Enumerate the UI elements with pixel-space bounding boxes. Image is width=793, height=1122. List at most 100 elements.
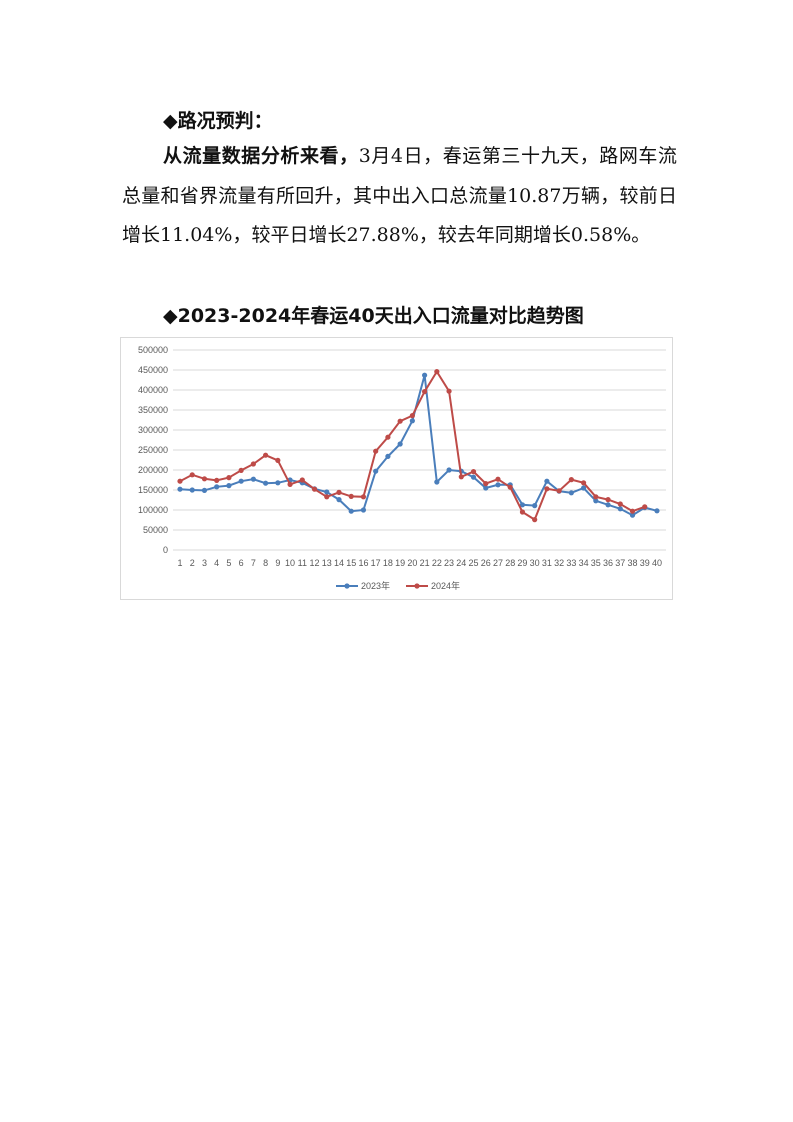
data-point: [568, 477, 574, 483]
series-line-2023年: [179, 374, 658, 517]
data-point: [593, 494, 599, 500]
data-point: [336, 497, 342, 503]
y-tick-label: 250000: [138, 445, 168, 455]
data-point: [397, 418, 403, 424]
x-tick-label: 8: [263, 558, 268, 568]
x-tick-label: 4: [214, 558, 219, 568]
data-point: [507, 484, 513, 490]
x-tick-label: 2: [190, 558, 195, 568]
paragraph: 从流量数据分析来看，3月4日，春运第三十九天，路网车流总量和省界流量有所回升，其…: [122, 137, 677, 256]
x-tick-label: 15: [346, 558, 356, 568]
data-point: [214, 477, 220, 483]
data-point: [654, 508, 660, 514]
x-tick-label: 9: [275, 558, 280, 568]
data-point: [495, 476, 501, 482]
data-point: [422, 372, 428, 378]
legend-marker: [344, 583, 350, 589]
data-point: [177, 478, 183, 484]
x-tick-label: 37: [615, 558, 625, 568]
data-point: [324, 489, 330, 495]
x-tick-label: 16: [358, 558, 368, 568]
data-point: [532, 517, 538, 523]
data-point: [422, 389, 428, 395]
paragraph-lead: 从流量数据分析来看，: [163, 145, 359, 167]
data-point: [544, 486, 550, 492]
data-point: [263, 480, 269, 486]
data-point: [544, 478, 550, 484]
x-tick-label: 23: [444, 558, 454, 568]
x-tick-label: 30: [530, 558, 540, 568]
data-point: [642, 504, 648, 510]
data-point: [580, 485, 587, 491]
data-point: [458, 474, 464, 480]
data-point: [348, 493, 354, 499]
chart-svg: 0500001000001500002000002500003000003500…: [138, 345, 666, 591]
x-tick-label: 38: [628, 558, 638, 568]
series-line-2024年: [179, 369, 646, 522]
data-point: [556, 488, 562, 494]
x-tick-label: 14: [334, 558, 344, 568]
data-point: [434, 369, 440, 375]
x-tick-label: 20: [407, 558, 417, 568]
legend-label: 2024年: [431, 580, 460, 591]
y-tick-label: 50000: [143, 525, 168, 535]
data-point: [568, 490, 574, 496]
y-tick-label: 400000: [138, 385, 168, 395]
x-tick-label: 1: [177, 558, 182, 568]
x-tick-label: 31: [542, 558, 552, 568]
x-tick-label: 11: [298, 558, 307, 568]
data-point: [617, 506, 623, 512]
data-point: [519, 502, 526, 508]
data-point: [250, 476, 256, 482]
x-tick-label: 22: [432, 558, 442, 568]
data-point: [532, 503, 538, 509]
data-point: [214, 484, 220, 490]
data-point: [495, 482, 501, 488]
x-tick-label: 26: [481, 558, 491, 568]
data-point: [434, 479, 440, 485]
section-title: ◆路况预判：: [163, 110, 273, 132]
y-tick-label: 500000: [138, 345, 168, 355]
data-point: [360, 507, 367, 513]
data-point: [593, 498, 599, 504]
data-point: [324, 494, 330, 500]
data-point: [189, 487, 195, 493]
data-point: [336, 489, 342, 495]
x-tick-label: 21: [420, 558, 430, 568]
x-tick-label: 12: [310, 558, 320, 568]
x-tick-label: 24: [456, 558, 466, 568]
data-point: [483, 485, 489, 491]
data-point: [201, 476, 208, 482]
data-point: [275, 480, 281, 486]
legend-label: 2023年: [361, 580, 390, 591]
x-tick-label: 17: [371, 558, 381, 568]
data-point: [348, 508, 354, 514]
data-point: [201, 487, 208, 493]
data-point: [470, 474, 477, 480]
x-tick-label: 40: [652, 558, 662, 568]
x-tick-label: 33: [566, 558, 576, 568]
x-tick-label: 18: [383, 558, 393, 568]
data-point: [226, 483, 232, 489]
data-point: [287, 481, 293, 487]
data-point: [226, 475, 232, 481]
data-point: [483, 481, 489, 487]
x-tick-label: 10: [285, 558, 295, 568]
data-point: [605, 497, 611, 503]
x-tick-label: 39: [640, 558, 650, 568]
x-tick-label: 19: [395, 558, 405, 568]
data-point: [617, 501, 623, 507]
data-point: [373, 468, 379, 474]
line-chart: 0 50000 100000 150000 200000 250000 300000 3500…: [120, 337, 673, 600]
data-point: [629, 508, 636, 514]
data-point: [470, 469, 477, 475]
data-point: [250, 461, 256, 467]
data-point: [397, 441, 403, 447]
data-point: [385, 453, 391, 459]
y-tick-label: 200000: [138, 465, 168, 475]
chart-title: ◆2023-2024年春运40天出入口流量对比趋势图: [163, 305, 584, 327]
data-point: [238, 467, 244, 473]
legend-marker: [414, 583, 420, 589]
y-tick-label: 300000: [138, 425, 168, 435]
